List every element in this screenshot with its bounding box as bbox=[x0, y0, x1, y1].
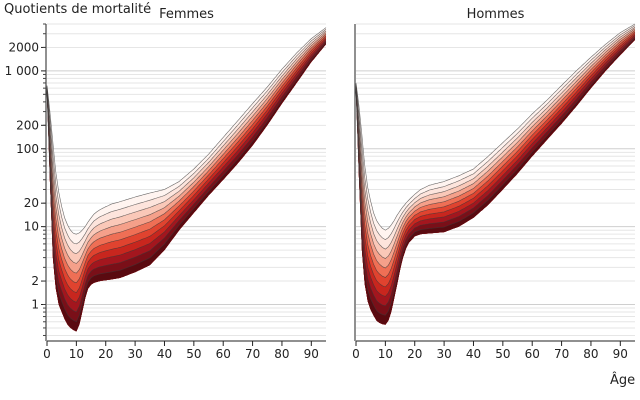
mortality-band bbox=[356, 36, 635, 325]
x-tick-label: 50 bbox=[495, 347, 510, 361]
y-axis-label: Quotients de mortalité bbox=[4, 2, 151, 17]
x-tick-label: 70 bbox=[245, 347, 260, 361]
x-axis-label: Âge bbox=[610, 372, 635, 388]
mortality-curve bbox=[355, 25, 636, 240]
mortality-curve bbox=[355, 28, 636, 259]
x-tick-label: 90 bbox=[304, 347, 319, 361]
panel-title: Femmes bbox=[159, 7, 214, 22]
x-tick-label: 40 bbox=[157, 347, 172, 361]
y-tick-label: 2 bbox=[31, 274, 39, 288]
y-tick-label: 100 bbox=[16, 142, 39, 156]
y-tick-label: 200 bbox=[16, 118, 39, 132]
x-tick-label: 30 bbox=[436, 347, 451, 361]
x-tick-label: 0 bbox=[352, 347, 360, 361]
mortality-curve bbox=[355, 34, 636, 297]
x-tick-label: 70 bbox=[554, 347, 569, 361]
x-tick-label: 90 bbox=[613, 347, 628, 361]
mortality-curve bbox=[46, 38, 327, 303]
x-tick-label: 20 bbox=[98, 347, 113, 361]
x-tick-label: 30 bbox=[127, 347, 142, 361]
x-tick-label: 60 bbox=[216, 347, 231, 361]
y-tick-label: 1 000 bbox=[5, 64, 39, 78]
mortality-curve bbox=[46, 32, 327, 264]
mortality-curve bbox=[46, 30, 327, 254]
y-tick-label: 20 bbox=[24, 196, 39, 210]
mortality-curve bbox=[355, 30, 636, 269]
mortality-band bbox=[356, 33, 635, 325]
mortality-curve bbox=[355, 36, 636, 307]
x-tick-label: 40 bbox=[466, 347, 481, 361]
x-tick-label: 50 bbox=[186, 347, 201, 361]
x-tick-label: 10 bbox=[69, 347, 84, 361]
y-tick-label: 2000 bbox=[8, 40, 39, 54]
mortality-curve bbox=[46, 37, 327, 293]
x-tick-label: 10 bbox=[378, 347, 393, 361]
mortality-curve bbox=[355, 23, 636, 231]
mortality-curve bbox=[46, 33, 327, 274]
x-tick-label: 60 bbox=[525, 347, 540, 361]
x-tick-label: 80 bbox=[274, 347, 289, 361]
mortality-curve bbox=[46, 42, 327, 323]
panel-title: Hommes bbox=[467, 7, 525, 22]
mortality-curve bbox=[355, 31, 636, 278]
x-tick-label: 20 bbox=[407, 347, 422, 361]
mortality-curve bbox=[355, 26, 636, 250]
y-tick-label: 1 bbox=[31, 297, 39, 311]
mortality-curve bbox=[46, 40, 327, 313]
mortality-curve bbox=[46, 27, 327, 235]
panel-femmes: Femmes 0 10 20 30 40 50 60 70 80 90 1 2 10 20 100 200 1 0… bbox=[5, 7, 327, 361]
y-tick-label: 10 bbox=[24, 220, 39, 234]
x-tick-label: 80 bbox=[583, 347, 598, 361]
mortality-curve bbox=[355, 33, 636, 288]
mortality-band bbox=[47, 39, 326, 332]
mortality-curve bbox=[46, 28, 327, 245]
panel-hommes: Hommes 0 10 20 30 40 50 60 70 80 90 bbox=[352, 7, 636, 361]
mortality-curve bbox=[46, 35, 327, 284]
mortality-curve bbox=[355, 38, 636, 316]
x-tick-label: 0 bbox=[43, 347, 51, 361]
